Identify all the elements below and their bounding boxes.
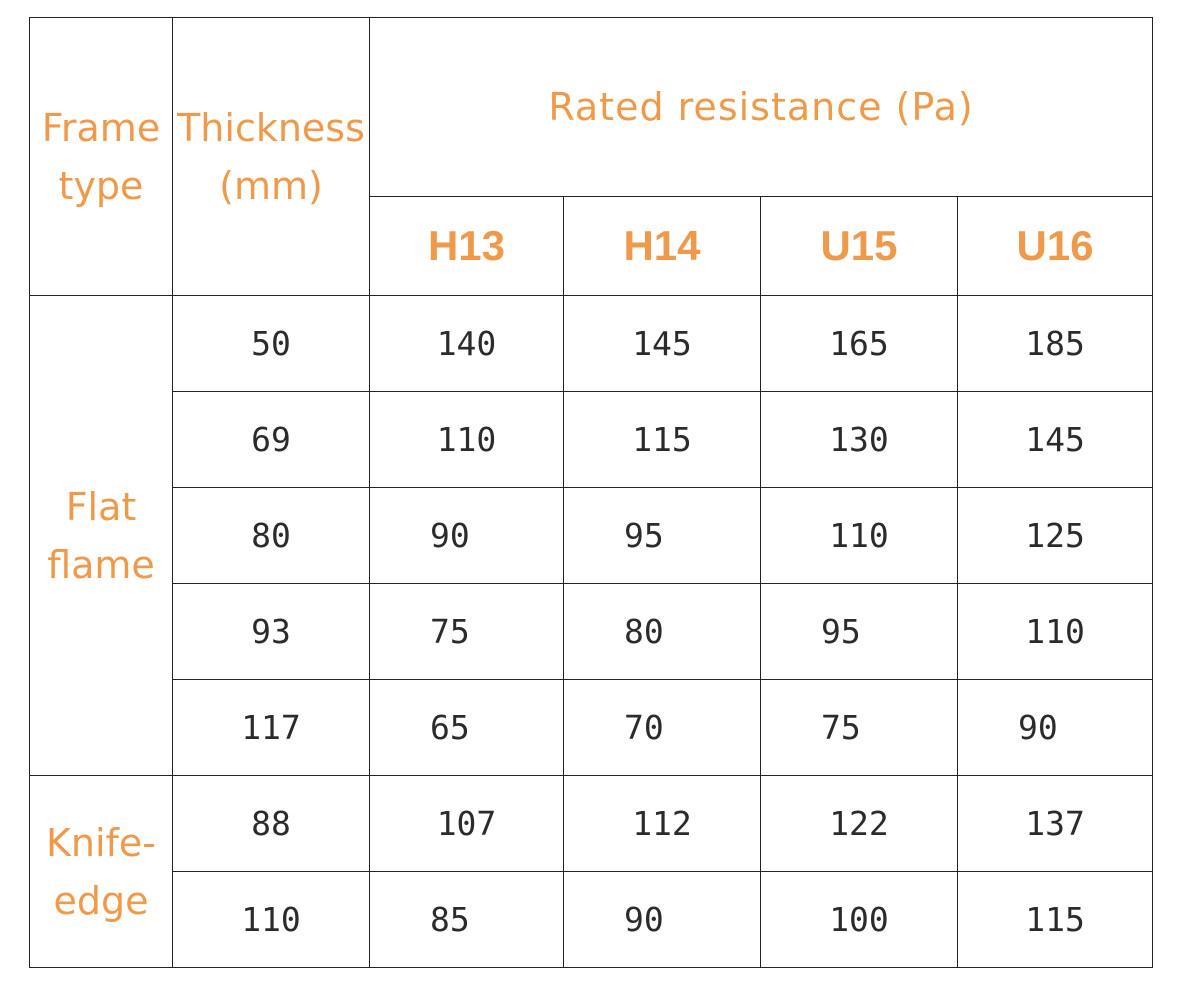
resistance-cell: 115 xyxy=(563,391,761,488)
resistance-cell: 185 xyxy=(956,295,1154,392)
frame-type-line: Knife- xyxy=(45,820,157,865)
frame-type-header-line2: type xyxy=(58,163,144,208)
resistance-cell: 80 xyxy=(563,583,761,680)
resistance-cell: 110 xyxy=(956,583,1154,680)
resistance-cell: 110 xyxy=(369,391,564,488)
thickness-header-line1: Thickness xyxy=(177,105,365,150)
table-row: Knife-edge 88 107 112 122 137 xyxy=(29,775,1154,968)
grade-header-h13: H13 xyxy=(369,196,564,296)
thickness-cell: 50 xyxy=(172,295,370,392)
resistance-cell: 70 xyxy=(563,679,761,776)
resistance-cell: 90 xyxy=(369,487,564,584)
rated-resistance-table: Frame type Thickness (mm) Rated resistan… xyxy=(29,17,1154,968)
resistance-cell: 90 xyxy=(563,871,761,968)
resistance-cell: 165 xyxy=(760,295,958,392)
resistance-cell: 145 xyxy=(563,295,761,392)
resistance-cell: 90 xyxy=(956,679,1154,776)
thickness-cell: 93 xyxy=(172,583,370,680)
table-row: 69 110 115 130 145 xyxy=(30,391,1154,488)
grade-header-u15: U15 xyxy=(760,196,958,296)
resistance-cell: 75 xyxy=(369,583,564,680)
frame-type-line: flame xyxy=(47,542,155,587)
resistance-cell: 125 xyxy=(956,487,1154,584)
resistance-cell: 140 xyxy=(369,295,564,392)
table-row: 117 65 70 75 90 xyxy=(30,679,1154,776)
table-row: 110 85 90 100 115 xyxy=(30,871,1154,968)
table-row: 80 90 95 110 125 xyxy=(30,487,1154,584)
resistance-cell: 95 xyxy=(563,487,761,584)
resistance-cell: 145 xyxy=(956,391,1154,488)
thickness-header-line2: (mm) xyxy=(219,163,323,208)
resistance-cell: 65 xyxy=(369,679,564,776)
header-row: Frame type Thickness (mm) Rated resistan… xyxy=(29,17,1154,296)
frame-type-line: edge xyxy=(53,878,149,923)
rated-resistance-header: Rated resistance (Pa) xyxy=(368,17,1154,197)
frame-type-cell: Knife-edge xyxy=(29,775,173,968)
resistance-cell: 112 xyxy=(563,775,761,872)
grade-header-h14: H14 xyxy=(563,196,761,296)
frame-type-header: Frame type xyxy=(29,17,173,296)
resistance-cell: 85 xyxy=(369,871,564,968)
resistance-cell: 100 xyxy=(760,871,958,968)
thickness-cell: 69 xyxy=(172,391,370,488)
resistance-cell: 115 xyxy=(956,871,1154,968)
resistance-cell: 122 xyxy=(760,775,958,872)
thickness-cell: 88 xyxy=(172,775,370,872)
thickness-cell: 110 xyxy=(172,871,370,968)
resistance-cell: 110 xyxy=(760,487,958,584)
resistance-cell: 95 xyxy=(760,583,958,680)
resistance-cell: 130 xyxy=(760,391,958,488)
resistance-cell: 107 xyxy=(369,775,564,872)
frame-type-cell: Flat flame xyxy=(29,295,173,776)
thickness-cell: 80 xyxy=(172,487,370,584)
table-row: 93 75 80 95 110 xyxy=(30,583,1154,680)
grade-header-u16: U16 xyxy=(956,196,1154,296)
resistance-cell: 75 xyxy=(760,679,958,776)
resistance-cell: 137 xyxy=(956,775,1154,872)
table-row: Flat flame 50 140 145 165 185 xyxy=(29,295,1154,776)
frame-type-header-line1: Frame xyxy=(41,105,161,150)
thickness-header: Thickness (mm) xyxy=(172,17,370,296)
frame-type-line: Flat xyxy=(65,484,137,529)
thickness-cell: 117 xyxy=(172,679,370,776)
